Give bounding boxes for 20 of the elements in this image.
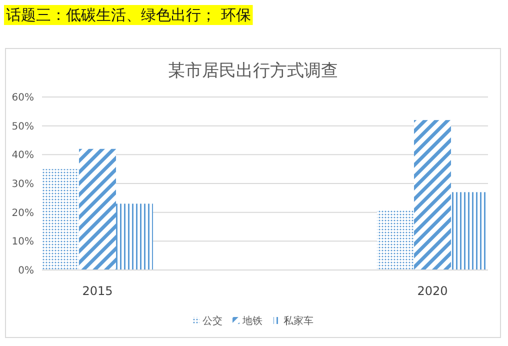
y-tick-label: 40%: [12, 150, 34, 162]
legend-label: 私家车: [284, 315, 314, 327]
legend-label: 地铁: [242, 315, 262, 327]
bar: [414, 120, 451, 270]
x-tick-label: 2020: [417, 284, 448, 298]
chart-title: 某市居民出行方式调查: [168, 61, 338, 81]
bar: [79, 148, 116, 270]
y-tick-label: 60%: [12, 92, 34, 104]
bar: [451, 192, 488, 270]
x-tick-label: 2015: [82, 284, 113, 298]
y-tick-label: 0%: [18, 266, 34, 276]
bar: [116, 204, 153, 270]
bar: [377, 209, 414, 270]
bar: [42, 169, 79, 270]
y-tick-label: 30%: [12, 179, 34, 190]
annotation: 话题三：低碳生活、绿色出行； 环保: [4, 5, 253, 25]
legend-label: 公交: [202, 315, 222, 327]
y-tick-label: 50%: [12, 121, 34, 132]
y-tick-label: 20%: [12, 208, 34, 219]
y-tick-label: 10%: [12, 236, 34, 248]
